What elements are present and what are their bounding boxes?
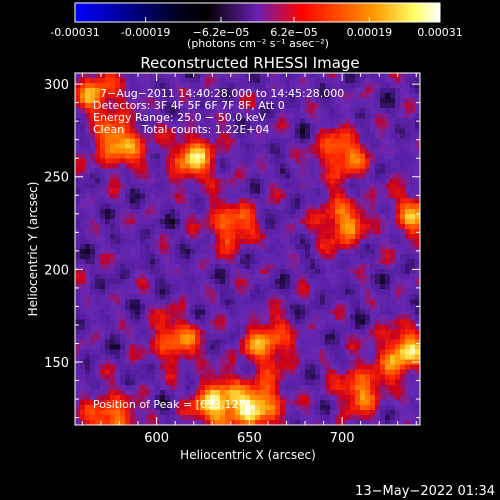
y-tick-label: 250 <box>44 171 69 186</box>
colorbar-tick-label: −6.2e−05 <box>193 26 250 39</box>
colorbar-tick-label: -0.00031 <box>50 26 99 39</box>
colorbar <box>74 2 441 23</box>
x-axis-label: Heliocentric X (arcsec) <box>180 448 316 462</box>
x-tick-label: 700 <box>330 431 355 446</box>
annotation-time: 7−Aug−2011 14:40:28.000 to 14:45:28.000 <box>100 87 344 100</box>
axis-ticks: 600 650 700 150 200 250 300 <box>44 73 420 446</box>
y-tick-label: 150 <box>44 356 69 371</box>
colorbar-ticks: -0.00031 -0.00019 −6.2e−05 6.2e−05 0.00019 0.… <box>50 17 463 39</box>
footer-timestamp: 13−May−2022 01:34 <box>355 484 495 499</box>
annotation-clean: Clean Total counts: 1.22E+04 <box>93 123 270 136</box>
colorbar-units: (photons cm⁻² s⁻¹ asec⁻²) <box>187 37 329 50</box>
annotation-peak: Position of Peak = [633,127] <box>93 398 250 411</box>
heatmap-image <box>75 73 420 425</box>
plot-frame <box>74 72 421 426</box>
y-axis-label: Heliocentric Y (arcsec) <box>26 182 40 317</box>
chart-title: Reconstructed RHESSI Image <box>140 54 359 72</box>
colorbar-tick-label: -0.00019 <box>121 26 170 39</box>
colorbar-tick-label: 0.00031 <box>417 26 463 39</box>
x-tick-label: 650 <box>237 431 262 446</box>
annotation-detectors: Detectors: 3F 4F 5F 6F 7F 8F, Att 0 <box>93 99 285 112</box>
colorbar-tick-label: 0.00019 <box>347 26 393 39</box>
y-tick-label: 200 <box>44 263 69 278</box>
x-tick-label: 600 <box>144 431 169 446</box>
y-tick-label: 300 <box>44 78 69 93</box>
colorbar-tick-label: 6.2e−05 <box>270 26 317 39</box>
annotation-energy: Energy Range: 25.0 − 50.0 keV <box>93 111 267 124</box>
